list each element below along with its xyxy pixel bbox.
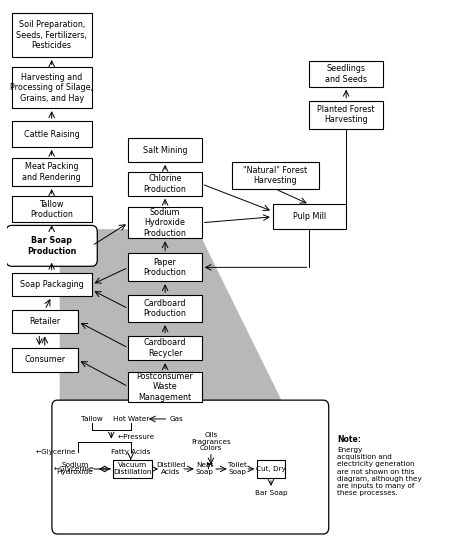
Text: Sodium
Hydroxide: Sodium Hydroxide <box>56 462 93 475</box>
Polygon shape <box>60 229 282 401</box>
Text: Paper
Production: Paper Production <box>144 258 186 277</box>
FancyBboxPatch shape <box>257 460 285 478</box>
Text: Distilled
Acids: Distilled Acids <box>157 462 186 475</box>
FancyBboxPatch shape <box>309 61 383 87</box>
Text: Hot Water: Hot Water <box>113 416 149 422</box>
FancyBboxPatch shape <box>273 204 346 229</box>
FancyBboxPatch shape <box>52 400 329 534</box>
Text: ←Glycerine: ←Glycerine <box>35 450 76 455</box>
Text: Retailer: Retailer <box>29 317 61 326</box>
Text: Soap Packaging: Soap Packaging <box>20 280 83 289</box>
FancyBboxPatch shape <box>129 336 202 361</box>
Text: Chlorine
Production: Chlorine Production <box>144 174 186 194</box>
FancyBboxPatch shape <box>12 13 92 57</box>
FancyBboxPatch shape <box>6 225 97 266</box>
Text: Vacuum
Distillation: Vacuum Distillation <box>114 462 152 475</box>
Text: Tallow
Production: Tallow Production <box>30 199 73 219</box>
FancyBboxPatch shape <box>113 460 152 478</box>
Text: Salt Mining: Salt Mining <box>143 146 187 155</box>
FancyBboxPatch shape <box>129 253 202 281</box>
Text: Meat Packing
and Rendering: Meat Packing and Rendering <box>22 162 81 182</box>
FancyBboxPatch shape <box>129 139 202 162</box>
Text: Sodium
Hydroxide
Production: Sodium Hydroxide Production <box>144 208 186 238</box>
Text: Energy
acquisition and
electricity generation
are not shown on this
diagram, alt: Energy acquisition and electricity gener… <box>337 447 422 496</box>
FancyBboxPatch shape <box>129 295 202 322</box>
Text: Bar Soap: Bar Soap <box>254 490 288 496</box>
Text: Consumer: Consumer <box>24 355 65 364</box>
Text: Cardboard
Production: Cardboard Production <box>144 299 186 319</box>
FancyBboxPatch shape <box>232 162 319 189</box>
FancyBboxPatch shape <box>12 158 92 186</box>
Text: Cut, Dry: Cut, Dry <box>256 466 286 472</box>
Text: Fatty Acids: Fatty Acids <box>111 450 151 455</box>
Text: Postconsumer
Waste
Management: Postconsumer Waste Management <box>137 372 193 402</box>
FancyBboxPatch shape <box>12 196 92 222</box>
Text: Gas: Gas <box>170 416 184 422</box>
Text: ←Glycerine: ←Glycerine <box>54 466 94 472</box>
Text: "Natural" Forest
Harvesting: "Natural" Forest Harvesting <box>243 165 307 185</box>
Text: Tallow: Tallow <box>81 416 103 422</box>
Text: Note:: Note: <box>337 435 361 444</box>
FancyBboxPatch shape <box>129 172 202 196</box>
Text: Oils
Fragrances
Colors: Oils Fragrances Colors <box>191 432 231 451</box>
Text: Pulp Mill: Pulp Mill <box>293 212 326 222</box>
FancyBboxPatch shape <box>12 348 78 372</box>
Text: Soil Preparation,
Seeds, Fertilizers,
Pesticides: Soil Preparation, Seeds, Fertilizers, Pe… <box>16 20 87 50</box>
FancyBboxPatch shape <box>12 273 92 296</box>
Text: Harvesting and
Processing of Silage,
Grains, and Hay: Harvesting and Processing of Silage, Gra… <box>10 73 93 103</box>
Text: Toilet
Soap: Toilet Soap <box>227 462 247 475</box>
FancyBboxPatch shape <box>129 372 202 402</box>
FancyBboxPatch shape <box>12 310 78 334</box>
Text: Cattle Raising: Cattle Raising <box>24 129 80 139</box>
Text: Cardboard
Recycler: Cardboard Recycler <box>144 338 186 358</box>
FancyBboxPatch shape <box>12 121 92 147</box>
FancyBboxPatch shape <box>309 101 383 129</box>
Text: Planted Forest
Harvesting: Planted Forest Harvesting <box>317 105 375 125</box>
Text: Seedlings
and Seeds: Seedlings and Seeds <box>325 64 367 84</box>
FancyBboxPatch shape <box>129 207 202 238</box>
Text: Neat
Soap: Neat Soap <box>196 462 214 475</box>
Text: Bar Soap
Production: Bar Soap Production <box>27 236 76 255</box>
Text: ←Pressure: ←Pressure <box>118 434 155 440</box>
FancyBboxPatch shape <box>12 67 92 108</box>
